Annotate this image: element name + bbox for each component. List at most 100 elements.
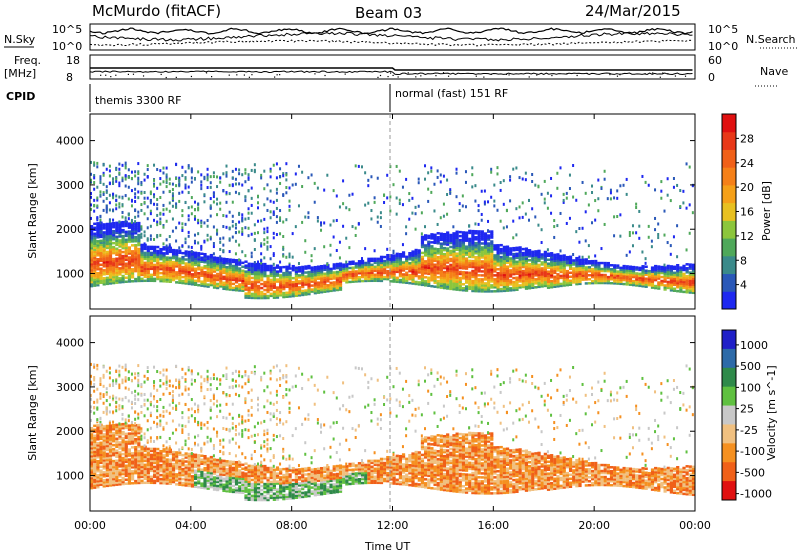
power-cell — [266, 230, 269, 234]
velocity-cell — [140, 459, 144, 463]
velocity-cell — [105, 448, 109, 452]
power-cell — [149, 261, 154, 265]
power-cell — [464, 205, 467, 209]
power-cell — [433, 275, 437, 278]
power-cell — [531, 270, 535, 274]
power-cell — [439, 276, 443, 279]
power-cell — [96, 248, 100, 251]
power-cell — [257, 270, 261, 274]
power-cell — [414, 252, 418, 256]
power-cell — [631, 269, 636, 273]
power-cell — [197, 266, 201, 269]
power-cell — [238, 283, 242, 286]
velocity-cell — [90, 380, 92, 384]
velocity-cell — [102, 459, 106, 462]
power-cell — [345, 267, 349, 270]
velocity-cell — [127, 426, 132, 429]
velocity-cell — [153, 459, 157, 463]
power-cell — [108, 280, 113, 283]
power-cell — [550, 211, 553, 215]
power-cell — [379, 279, 384, 283]
power-cell — [301, 273, 305, 277]
power-cell — [115, 167, 118, 171]
power-cell — [149, 245, 154, 249]
power-cell — [193, 176, 196, 180]
power-cell — [96, 273, 100, 277]
power-cell — [156, 261, 160, 265]
power-cell — [531, 266, 535, 270]
velocity-cell — [137, 467, 141, 471]
power-cell — [427, 256, 431, 260]
power-cell — [477, 252, 481, 255]
power-cell — [212, 284, 217, 287]
power-cell — [291, 286, 295, 290]
power-cell — [127, 217, 130, 221]
power-cell — [244, 296, 248, 299]
power-cell — [666, 282, 670, 286]
power-cell — [297, 292, 302, 295]
power-cell — [269, 189, 272, 193]
power-cell — [606, 277, 610, 281]
power-cell — [386, 247, 389, 251]
power-cell — [613, 276, 617, 279]
power-cell — [263, 256, 266, 260]
power-cell — [635, 268, 639, 271]
power-cell — [474, 283, 478, 287]
power-cell — [212, 266, 217, 269]
power-cell — [546, 282, 551, 285]
power-cell — [263, 262, 267, 266]
power-cell — [102, 163, 105, 167]
power-cell — [342, 277, 346, 280]
power-cell — [449, 188, 452, 192]
power-cell — [458, 240, 462, 244]
velocity-cell — [102, 445, 106, 448]
power-cell — [301, 185, 304, 189]
power-cell — [487, 246, 491, 249]
power-cell — [499, 257, 503, 261]
power-cell — [269, 284, 273, 288]
power-cell — [212, 282, 217, 285]
power-cell — [575, 274, 579, 278]
power-cell — [342, 202, 345, 206]
velocity-cell — [130, 470, 135, 473]
velocity-cell — [124, 366, 127, 370]
velocity-cell — [96, 467, 100, 471]
power-cell — [118, 253, 122, 256]
velocity-cell — [130, 422, 133, 426]
power-cell — [493, 278, 497, 281]
power-cell — [162, 254, 166, 257]
power-cell — [405, 255, 409, 259]
power-cell — [307, 278, 311, 282]
power-cell — [449, 239, 453, 243]
power-cell — [424, 270, 428, 273]
power-cell — [411, 254, 415, 257]
power-cell — [622, 282, 626, 286]
power-cell — [320, 288, 324, 292]
power-cell — [288, 281, 292, 284]
power-cell — [468, 265, 472, 269]
power-cell — [688, 291, 692, 294]
velocity-cell — [140, 471, 144, 475]
power-cell — [603, 169, 606, 173]
power-cell — [244, 260, 248, 263]
power-cell — [487, 254, 491, 257]
power-cell — [559, 166, 562, 170]
power-cell — [657, 222, 660, 226]
power-cell — [181, 244, 184, 248]
power-cell — [455, 260, 459, 263]
velocity-cell — [105, 426, 109, 430]
y-tick-label: 3000 — [56, 179, 84, 192]
power-cell — [234, 261, 239, 264]
velocity-cell — [108, 452, 113, 455]
power-cell — [105, 244, 109, 248]
power-cell — [474, 199, 477, 203]
power-cell — [660, 189, 663, 193]
power-cell — [543, 264, 547, 268]
power-cell — [581, 266, 585, 269]
power-cell — [285, 273, 289, 277]
velocity-cell — [137, 427, 141, 431]
power-cell — [521, 201, 524, 205]
power-cell — [212, 286, 217, 289]
power-cell — [499, 219, 502, 223]
velocity-cell — [124, 426, 128, 430]
